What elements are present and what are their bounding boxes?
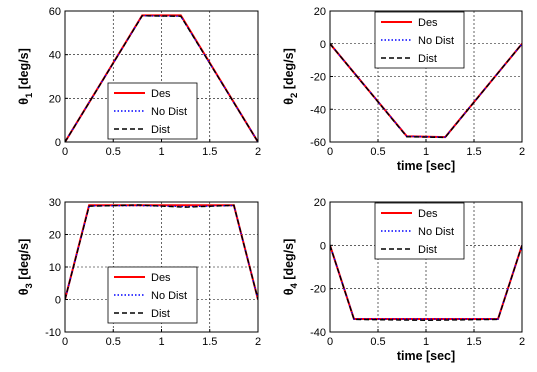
y-tick-label: -10 — [45, 327, 61, 339]
x-tick-label: 0.5 — [370, 336, 385, 348]
chart-panel-4: 0 0.5 1 1.5 2 -40 -20 0 20 θ4 [deg/s] time [sec] De… — [282, 197, 525, 363]
x-tick-label: 0 — [62, 336, 68, 348]
legend-label: Dist — [418, 53, 437, 65]
legend-label: Dist — [151, 308, 170, 320]
chart-panel-2: 0 0.5 1 1.5 2 -60 -40 -20 0 20 θ2 [deg/s] time [sec… — [282, 6, 525, 173]
y-tick-label: 0 — [55, 137, 61, 149]
y-tick-label: 20 — [49, 230, 61, 242]
y-axis-label: θ1 [deg/s] — [17, 48, 35, 105]
y-tick-label: -40 — [310, 104, 326, 116]
x-tick-label: 1 — [423, 336, 429, 348]
y-tick-label: 0 — [320, 39, 326, 51]
series-line-dist — [65, 204, 258, 300]
legend-label: Des — [418, 208, 438, 220]
legend-label: Des — [151, 272, 171, 284]
series-line-dist — [330, 43, 522, 139]
y-tick-label: 0 — [320, 240, 326, 252]
legend-label: Des — [418, 17, 438, 29]
y-tick-label: -40 — [310, 327, 326, 339]
y-axis-label: θ3 [deg/s] — [17, 239, 35, 296]
x-tick-label: 1 — [423, 146, 429, 158]
series-line-no-dist — [330, 245, 522, 320]
y-tick-label: 20 — [314, 6, 326, 18]
x-tick-label: 2 — [255, 146, 261, 158]
x-tick-label: 0 — [327, 336, 333, 348]
y-tick-label: -60 — [310, 137, 326, 149]
x-axis-label: time [sec] — [397, 349, 455, 363]
x-tick-label: 1.5 — [466, 146, 481, 158]
y-tick-label: 10 — [49, 262, 61, 274]
y-tick-label: -20 — [310, 284, 326, 296]
x-tick-label: 0.5 — [106, 146, 121, 158]
legend-label: Dist — [151, 124, 170, 136]
series-line-dist — [330, 245, 522, 322]
legend-label: No Dist — [151, 290, 187, 302]
legend: Des No Dist Dist — [107, 82, 198, 140]
x-tick-label: 0 — [327, 146, 333, 158]
series-line-dist — [65, 15, 258, 142]
legend-label: Dist — [418, 244, 437, 256]
x-tick-label: 1.5 — [202, 336, 217, 348]
legend-label: No Dist — [418, 226, 454, 238]
legend: Des No Dist Dist — [374, 11, 465, 69]
y-axis-label: θ4 [deg/s] — [282, 239, 300, 296]
x-tick-label: 2 — [255, 336, 261, 348]
y-tick-label: -20 — [310, 72, 326, 84]
x-axis-label: time [sec] — [397, 159, 455, 173]
y-tick-label: 40 — [49, 50, 61, 62]
legend-label: No Dist — [418, 35, 454, 47]
x-tick-label: 1.5 — [202, 146, 217, 158]
y-tick-label: 20 — [49, 93, 61, 105]
legend: Des No Dist Dist — [374, 202, 465, 260]
x-tick-label: 2 — [519, 146, 525, 158]
x-tick-label: 1.5 — [466, 336, 481, 348]
y-tick-label: 60 — [49, 6, 61, 18]
y-tick-label: 20 — [314, 197, 326, 209]
x-tick-label: 1 — [158, 336, 164, 348]
x-tick-label: 0 — [62, 146, 68, 158]
x-tick-label: 0.5 — [106, 336, 121, 348]
x-tick-label: 2 — [519, 336, 525, 348]
x-tick-label: 1 — [158, 146, 164, 158]
y-tick-label: 0 — [55, 295, 61, 307]
y-axis-label: θ2 [deg/s] — [282, 48, 300, 105]
legend-label: Des — [151, 88, 171, 100]
legend-label: No Dist — [151, 106, 187, 118]
x-tick-label: 0.5 — [370, 146, 385, 158]
legend: Des No Dist Dist — [107, 266, 198, 324]
y-tick-label: 30 — [49, 197, 61, 209]
